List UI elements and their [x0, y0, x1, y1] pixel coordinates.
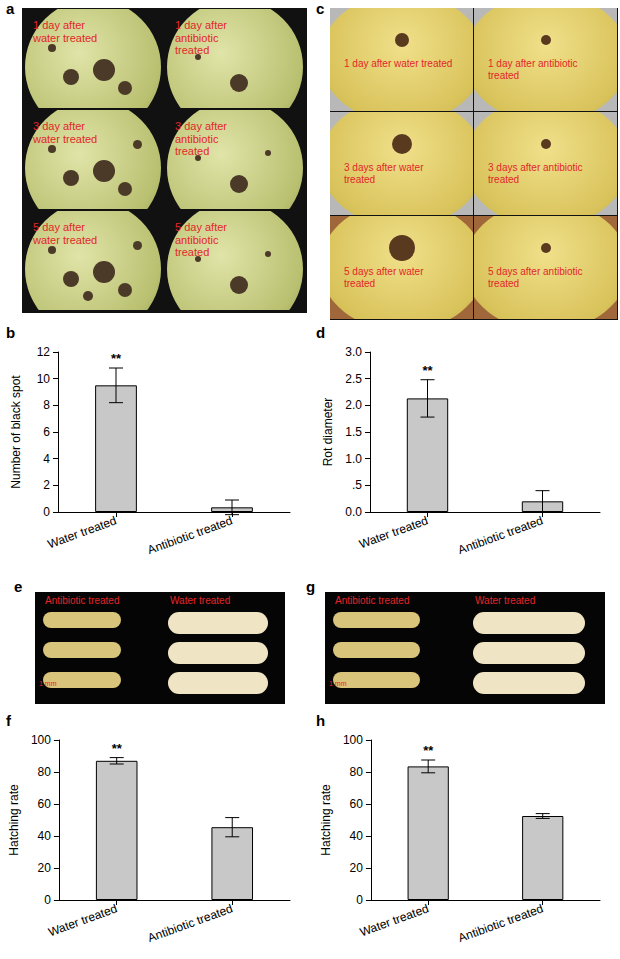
html-text:3 days after antibiotic treate: 3 days after antibiotic treated: [488, 162, 583, 185]
html-text:e: e: [14, 578, 23, 595]
html-text:1 day after antibiotic treated: 1 day after antibiotic treated: [488, 58, 578, 81]
svg-text:20: 20: [38, 861, 52, 875]
svg-text:0: 0: [44, 893, 51, 907]
html-text:5 days after antibiotic treate: 5 days after antibiotic treated: [488, 266, 583, 289]
svg-text:**: **: [112, 741, 123, 756]
svg-text:Rot diameter: Rot diameter: [321, 398, 335, 467]
svg-text:Water treated: Water treated: [46, 513, 119, 551]
html-text:3 day after antibiotic treated: 3 day after antibiotic treated: [175, 120, 227, 158]
svg-text:Hatching rate: Hatching rate: [7, 784, 21, 856]
html-text:g: g: [306, 578, 316, 595]
svg-text:**: **: [422, 363, 433, 378]
svg-text:20: 20: [350, 861, 364, 875]
html-text:f: f: [6, 712, 11, 729]
html-text:5 day after antibiotic treated: 5 day after antibiotic treated: [175, 221, 227, 259]
svg-text:Antibiotic treated: Antibiotic treated: [146, 513, 235, 557]
html-text:d: d: [316, 324, 326, 341]
html-text:1 day after water treated: 1 day after water treated: [33, 19, 98, 44]
html-text:3 days after water treated: 3 days after water treated: [344, 162, 424, 185]
svg-text:0.0: 0.0: [345, 505, 362, 519]
svg-text:**: **: [423, 743, 434, 758]
svg-text:100: 100: [31, 733, 51, 747]
html-text:1 day after antibiotic treated: 1 day after antibiotic treated: [175, 19, 227, 57]
svg-text:60: 60: [38, 797, 52, 811]
svg-text:2: 2: [43, 478, 50, 492]
html-text:Water treated: Water treated: [475, 595, 536, 606]
html-text:Antibiotic treated: Antibiotic treated: [45, 595, 120, 606]
html-text:1 day after water treated: 1 day after water treated: [344, 58, 453, 69]
svg-text:10: 10: [37, 372, 51, 386]
svg-text:40: 40: [350, 829, 364, 843]
html-text:h: h: [316, 712, 326, 729]
svg-text:0: 0: [43, 505, 50, 519]
svg-text:Water treated: Water treated: [358, 901, 431, 939]
html-text:Water treated: Water treated: [170, 595, 231, 606]
html-text:c: c: [316, 0, 325, 17]
svg-text:2.0: 2.0: [345, 398, 362, 412]
svg-text:**: **: [111, 351, 122, 366]
svg-text:Water treated: Water treated: [46, 901, 119, 939]
svg-text:80: 80: [38, 765, 52, 779]
svg-text:80: 80: [350, 765, 364, 779]
svg-text:0: 0: [356, 893, 363, 907]
svg-text:3.0: 3.0: [345, 345, 362, 359]
html-text:5 days after water treated: 5 days after water treated: [344, 266, 424, 289]
svg-text:1.0: 1.0: [345, 452, 362, 466]
html-text:1 mm: 1 mm: [329, 680, 347, 687]
svg-text:4: 4: [43, 452, 50, 466]
svg-text:Antibiotic treated: Antibiotic treated: [456, 901, 545, 945]
svg-text:Antibiotic treated: Antibiotic treated: [456, 513, 545, 557]
svg-text:12: 12: [37, 345, 51, 359]
svg-text:40: 40: [38, 829, 52, 843]
svg-text:60: 60: [350, 797, 364, 811]
svg-text:Antibiotic treated: Antibiotic treated: [146, 901, 235, 945]
svg-text:Number of black spot: Number of black spot: [9, 375, 23, 489]
svg-text:100: 100: [343, 733, 363, 747]
html-text:3 day after water treated: 3 day after water treated: [33, 120, 98, 145]
html-text:a: a: [6, 0, 15, 17]
html-text:1 mm: 1 mm: [39, 680, 57, 687]
svg-text:6: 6: [43, 425, 50, 439]
svg-text:Hatching rate: Hatching rate: [319, 784, 333, 856]
svg-text:8: 8: [43, 398, 50, 412]
svg-text:Water treated: Water treated: [357, 513, 430, 551]
html-text:5 day after water treated: 5 day after water treated: [33, 221, 98, 246]
html-text:b: b: [6, 324, 16, 341]
svg-text:1.5: 1.5: [345, 425, 362, 439]
html-text:Antibiotic treated: Antibiotic treated: [335, 595, 410, 606]
svg-text:2.5: 2.5: [345, 372, 362, 386]
svg-text:.5: .5: [352, 478, 362, 492]
